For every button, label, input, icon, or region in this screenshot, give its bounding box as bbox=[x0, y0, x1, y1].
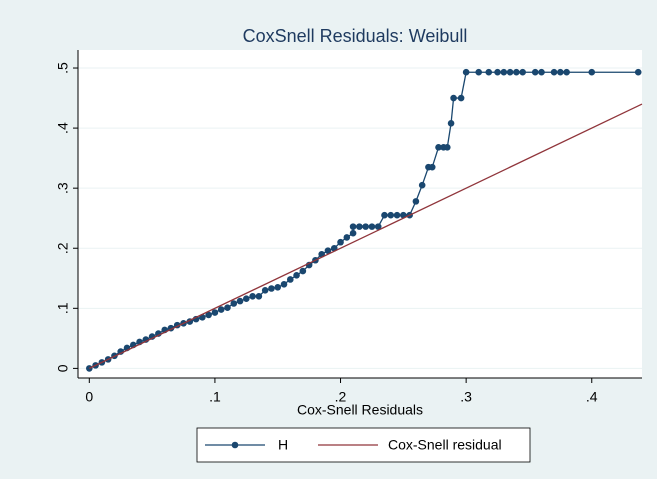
y-tick-label: .2 bbox=[55, 242, 71, 254]
point bbox=[447, 119, 455, 127]
point bbox=[412, 198, 420, 205]
point bbox=[374, 223, 382, 230]
point bbox=[261, 286, 269, 294]
point bbox=[337, 238, 344, 246]
x-axis-title: Cox-Snell Residuals bbox=[297, 402, 423, 418]
point bbox=[500, 68, 508, 76]
y-tick-label: .5 bbox=[55, 62, 71, 74]
point bbox=[205, 311, 212, 319]
point bbox=[286, 276, 294, 283]
point bbox=[428, 163, 436, 171]
point bbox=[249, 293, 256, 300]
series-line bbox=[89, 103, 643, 369]
point bbox=[418, 181, 426, 189]
point bbox=[457, 94, 465, 102]
point bbox=[349, 223, 357, 230]
point bbox=[268, 285, 275, 292]
point bbox=[255, 293, 263, 300]
point bbox=[236, 297, 244, 305]
point bbox=[324, 247, 332, 254]
plot-area bbox=[78, 50, 642, 378]
point bbox=[86, 365, 93, 372]
point bbox=[274, 283, 282, 291]
point bbox=[230, 300, 238, 307]
y-tick-label: .4 bbox=[55, 122, 71, 134]
y-tick-label: .1 bbox=[55, 302, 71, 314]
x-tick-label: .4 bbox=[586, 389, 598, 405]
point bbox=[531, 68, 539, 76]
point bbox=[588, 68, 596, 76]
point bbox=[550, 68, 558, 76]
point bbox=[343, 234, 351, 241]
point bbox=[243, 295, 250, 303]
point bbox=[494, 68, 501, 76]
point bbox=[299, 267, 307, 275]
point bbox=[450, 94, 457, 102]
point bbox=[224, 304, 231, 312]
x-tick-label: .2 bbox=[335, 389, 347, 405]
point bbox=[538, 68, 545, 76]
y-tick-label: 0 bbox=[55, 364, 71, 372]
point bbox=[293, 271, 300, 279]
point bbox=[513, 68, 520, 76]
point bbox=[368, 223, 376, 230]
point bbox=[356, 223, 363, 230]
x-tick-label: 0 bbox=[85, 389, 93, 405]
x-tick-label: .3 bbox=[460, 389, 472, 405]
x-tick-label: .1 bbox=[209, 389, 221, 405]
point bbox=[506, 68, 514, 76]
point bbox=[435, 144, 442, 151]
point bbox=[349, 229, 357, 237]
point bbox=[519, 68, 526, 76]
chart-title: CoxSnell Residuals: Weibull bbox=[243, 26, 468, 46]
point bbox=[211, 309, 219, 316]
point bbox=[387, 211, 395, 219]
point bbox=[557, 68, 564, 76]
legend-label: H bbox=[278, 437, 288, 453]
point bbox=[563, 68, 570, 76]
point bbox=[444, 144, 451, 151]
y-tick-label: .3 bbox=[55, 182, 71, 194]
point bbox=[485, 68, 493, 76]
point bbox=[217, 306, 225, 313]
legend-marker bbox=[231, 441, 239, 449]
point bbox=[393, 211, 401, 219]
point bbox=[280, 280, 288, 288]
point bbox=[381, 211, 388, 219]
legend-label: Cox-Snell residual bbox=[388, 437, 502, 453]
point bbox=[362, 223, 369, 230]
point bbox=[475, 68, 483, 76]
point bbox=[462, 68, 470, 76]
point bbox=[634, 68, 642, 76]
